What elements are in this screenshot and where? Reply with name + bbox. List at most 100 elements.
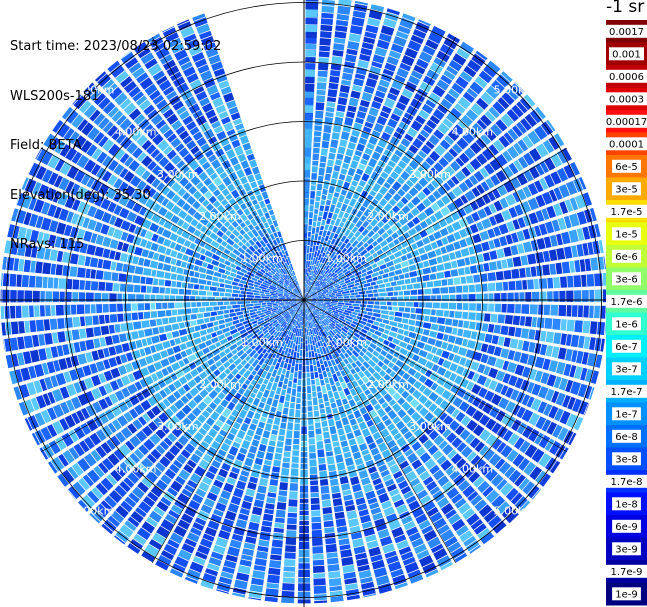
range-gate [350, 388, 358, 397]
range-gate [424, 288, 432, 295]
range-gate [213, 321, 219, 326]
range-gate [320, 336, 325, 343]
range-gate [304, 301, 308, 309]
range-gate [361, 173, 370, 182]
range-gate [569, 197, 579, 211]
range-gate [231, 281, 239, 286]
range-gate [312, 391, 317, 397]
range-gate [451, 408, 460, 418]
range-gate [319, 314, 325, 320]
range-gate [346, 246, 354, 254]
range-gate [496, 248, 505, 259]
range-gate [459, 462, 471, 474]
range-gate [229, 309, 235, 313]
range-gate [291, 463, 299, 468]
range-gate [388, 265, 396, 272]
range-gate [418, 51, 433, 63]
range-gate [235, 274, 242, 280]
range-gate [304, 294, 312, 300]
range-gate [309, 270, 312, 276]
range-gate [460, 276, 467, 284]
range-gate [563, 215, 572, 229]
range-gate [527, 279, 534, 290]
range-gate [514, 474, 526, 487]
range-gate [456, 303, 463, 310]
range-gate [159, 287, 165, 294]
range-gate [542, 139, 555, 154]
range-gate [594, 305, 600, 319]
range-gate [427, 444, 439, 456]
range-gate [411, 411, 422, 422]
range-gate [345, 205, 353, 214]
range-gate [373, 365, 382, 373]
range-gate [363, 369, 372, 379]
range-gate [407, 201, 415, 210]
range-gate [335, 518, 347, 527]
range-gate [500, 113, 514, 128]
range-gate [260, 437, 269, 445]
range-gate [190, 277, 199, 284]
range-gate [479, 230, 490, 241]
range-gate [327, 464, 336, 472]
range-gate [408, 500, 421, 511]
range-gate [393, 351, 400, 358]
range-gate [318, 398, 324, 404]
range-gate [514, 204, 524, 216]
range-gate [358, 105, 368, 113]
range-gate [466, 451, 477, 462]
range-gate [305, 287, 308, 294]
range-gate [356, 210, 364, 218]
range-gate [436, 256, 443, 264]
ray [304, 300, 551, 487]
range-gate [535, 143, 549, 158]
range-gate [397, 160, 407, 170]
range-gate [449, 310, 455, 318]
range-gate [456, 258, 466, 267]
range-gate [416, 417, 426, 426]
range-gate [353, 429, 362, 437]
range-gate [309, 313, 313, 320]
range-gate [370, 281, 377, 286]
range-gate [288, 348, 292, 354]
range-gate [560, 276, 568, 288]
range-gate [546, 119, 556, 132]
range-gate [313, 317, 318, 324]
range-gate [310, 302, 316, 305]
range-gate [470, 494, 483, 506]
ray [304, 0, 352, 299]
range-gate [219, 283, 225, 288]
range-gate [315, 110, 324, 119]
range-gate [345, 242, 352, 249]
range-gate [459, 357, 467, 366]
range-gate [404, 307, 411, 313]
range-gate [529, 148, 542, 162]
range-gate [333, 258, 338, 264]
range-gate [346, 111, 356, 119]
range-gate [311, 385, 316, 392]
range-gate [446, 432, 457, 444]
range-gate [462, 311, 469, 320]
range-gate [317, 253, 322, 261]
range-gate [329, 366, 336, 375]
range-gate [168, 316, 177, 324]
range-gate [293, 351, 297, 359]
range-gate [360, 259, 367, 266]
range-gate [377, 583, 393, 594]
range-gate [339, 315, 345, 319]
range-gate [209, 301, 217, 306]
range-gate [24, 320, 30, 333]
range-gate [355, 294, 361, 298]
range-gate [314, 310, 320, 317]
range-gate [219, 292, 225, 297]
range-gate [191, 290, 199, 296]
range-gate [323, 302, 331, 305]
range-gate [352, 251, 359, 258]
range-gate [296, 398, 301, 404]
range-gate [495, 370, 506, 382]
range-gate [367, 286, 374, 290]
range-gate [367, 359, 377, 368]
range-gate [578, 177, 587, 190]
range-gate [405, 394, 414, 403]
range-gate [288, 408, 295, 417]
range-gate [559, 447, 569, 460]
